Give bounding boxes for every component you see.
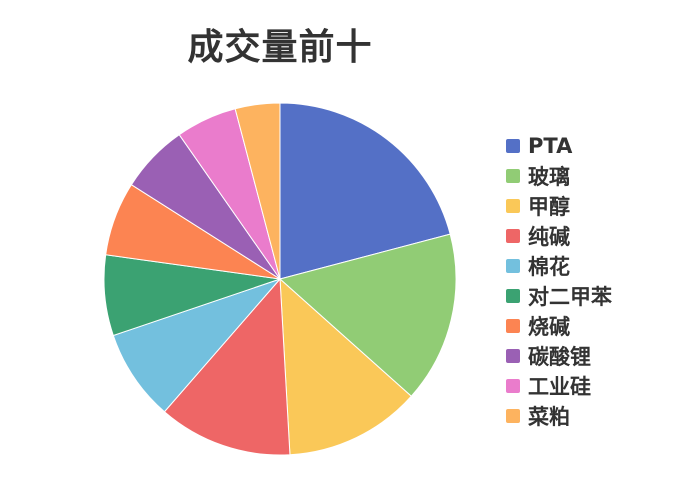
legend-label: 对二甲苯	[528, 285, 612, 309]
legend: PTA 玻璃甲醇纯碱棉花对二甲苯烧碱碳酸锂工业硅菜粕	[506, 131, 612, 431]
legend-swatch	[506, 349, 520, 363]
pie-slice-10[interactable]	[234, 102, 281, 280]
legend-item-4[interactable]: 纯碱	[506, 221, 612, 251]
legend-swatch	[506, 229, 520, 243]
legend-swatch	[506, 289, 520, 303]
legend-label: 工业硅	[528, 375, 591, 399]
legend-item-1[interactable]: PTA	[506, 131, 612, 161]
legend-swatch	[506, 319, 520, 333]
legend-label: 烧碱	[528, 315, 570, 339]
legend-item-2[interactable]: 玻璃	[506, 161, 612, 191]
legend-swatch	[506, 139, 520, 153]
legend-item-8[interactable]: 碳酸锂	[506, 341, 612, 371]
legend-swatch	[506, 409, 520, 423]
legend-item-10[interactable]: 菜粕	[506, 401, 612, 431]
legend-item-9[interactable]: 工业硅	[506, 371, 612, 401]
pie-slice-4[interactable]	[163, 277, 291, 456]
legend-label: 菜粕	[528, 405, 570, 429]
legend-item-3[interactable]: 甲醇	[506, 191, 612, 221]
legend-swatch	[506, 169, 520, 183]
pie-slice-2[interactable]	[278, 233, 457, 397]
legend-item-7[interactable]: 烧碱	[506, 311, 612, 341]
legend-label: PTA	[528, 134, 573, 158]
chart-title: 成交量前十	[187, 27, 373, 68]
legend-item-5[interactable]: 棉花	[506, 251, 612, 281]
legend-label: 碳酸锂	[528, 345, 591, 369]
pie-slice-1[interactable]	[279, 102, 451, 280]
legend-swatch	[506, 199, 520, 213]
legend-swatch	[506, 259, 520, 273]
legend-label: 甲醇	[528, 195, 570, 219]
legend-label: 纯碱	[528, 225, 570, 249]
pie-slice-3[interactable]	[279, 277, 412, 456]
legend-label: 玻璃	[528, 165, 570, 189]
legend-label: 棉花	[528, 255, 570, 279]
legend-swatch	[506, 379, 520, 393]
legend-item-6[interactable]: 对二甲苯	[506, 281, 612, 311]
pie-slice-5[interactable]	[112, 277, 282, 413]
